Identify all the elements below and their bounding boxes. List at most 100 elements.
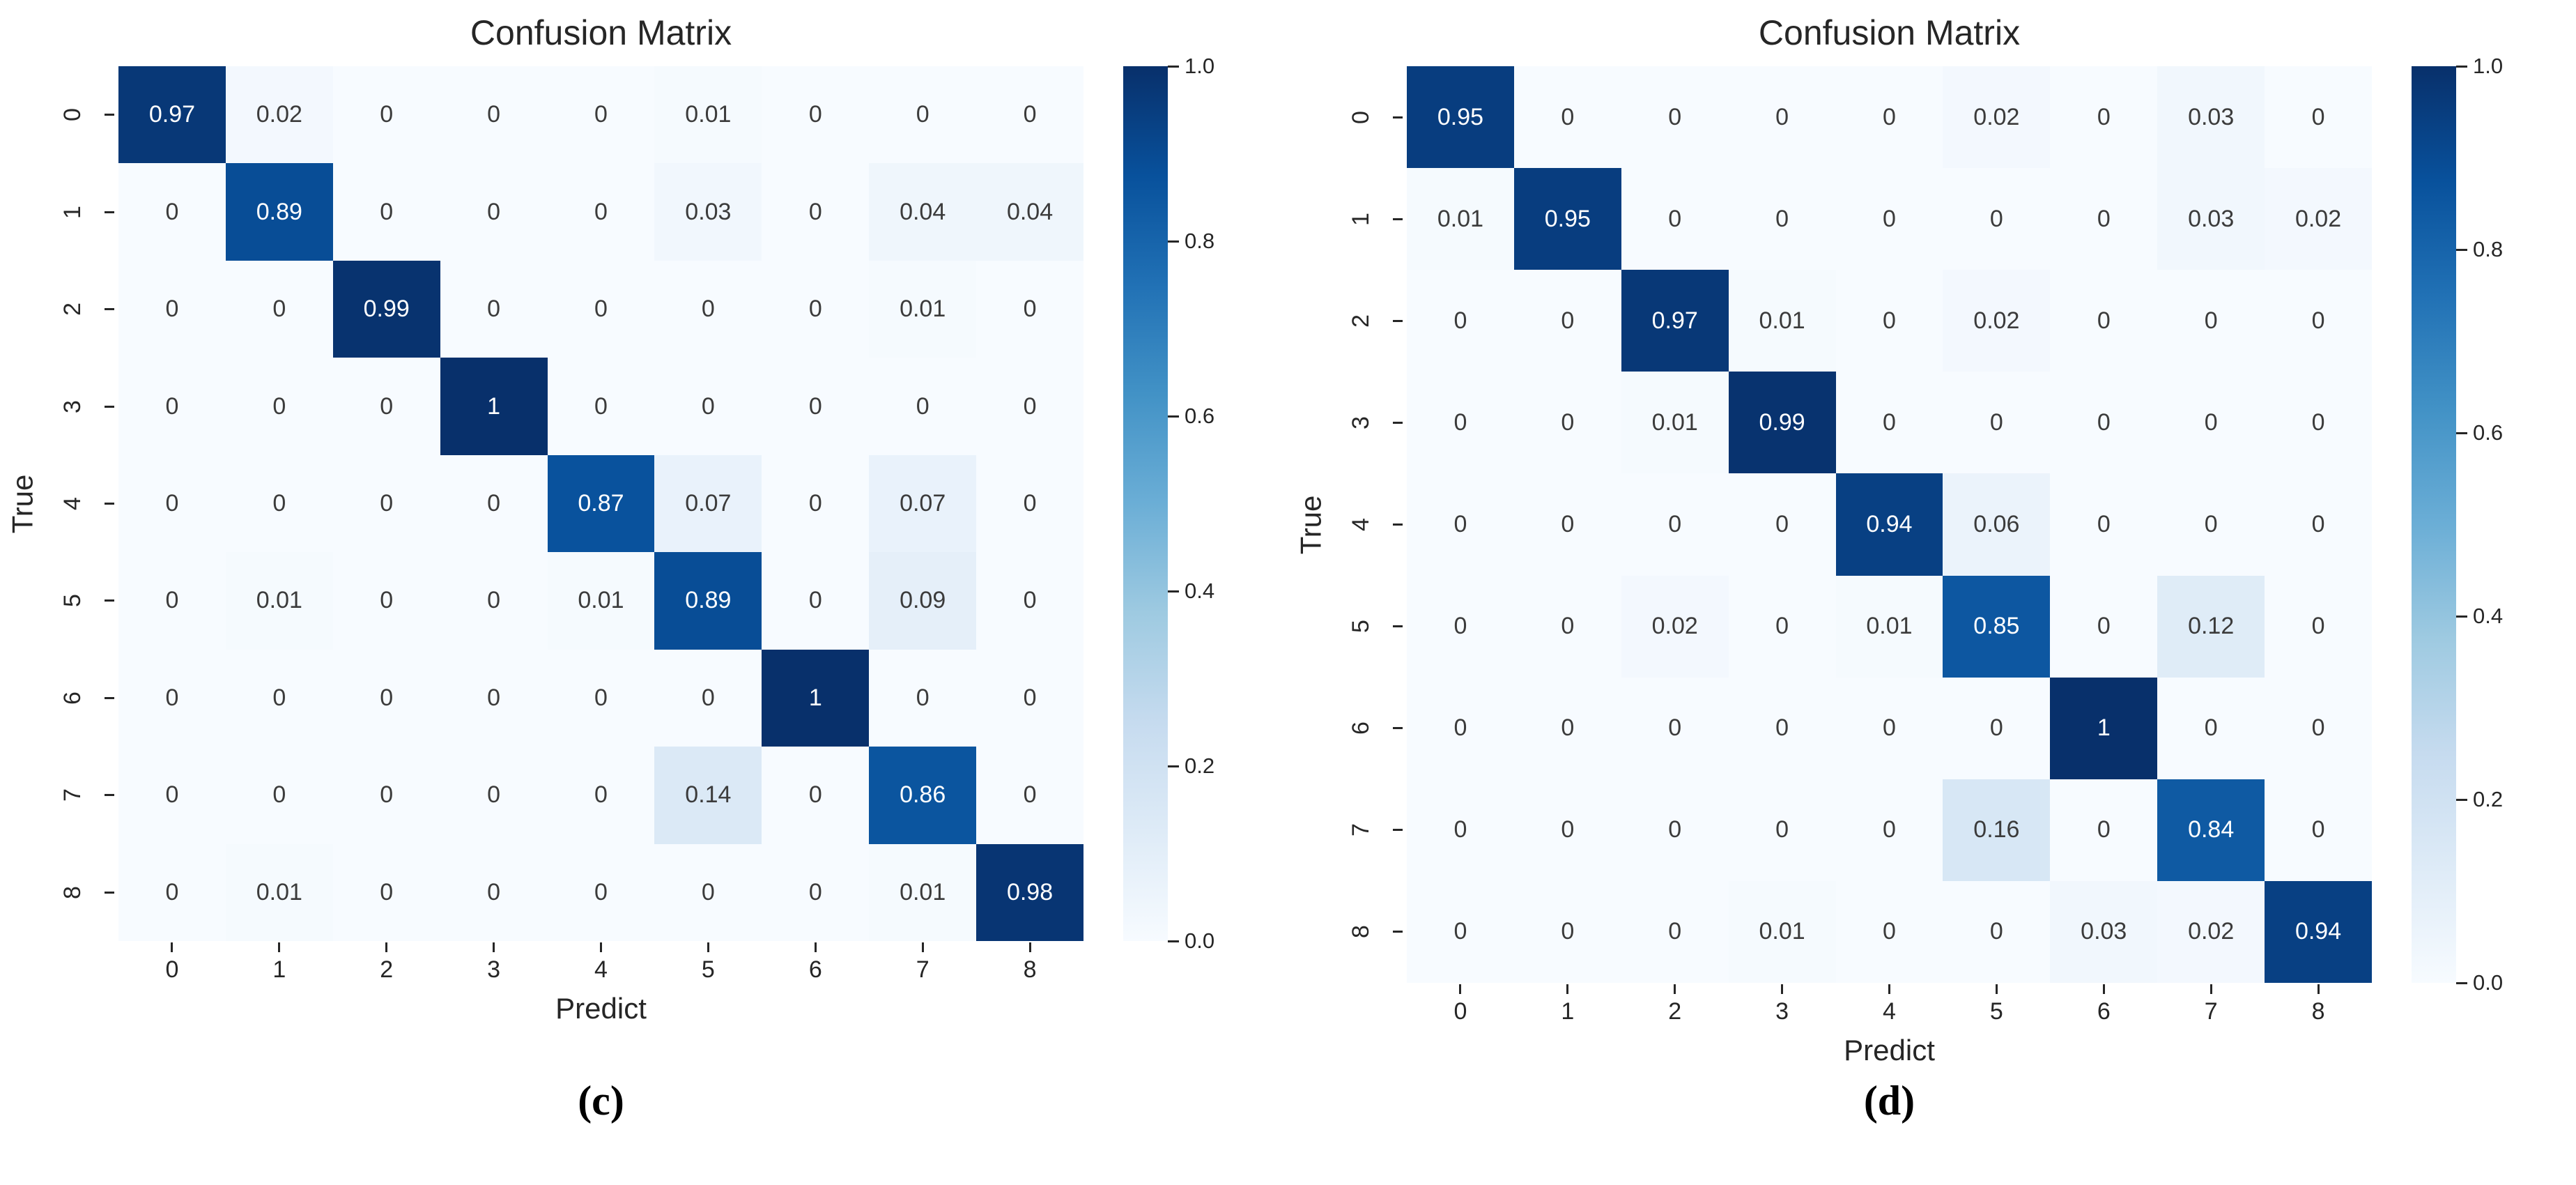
heatmap-cell: 0.89 bbox=[654, 552, 762, 650]
heatmap-cell: 0 bbox=[118, 454, 226, 553]
colorbar-tick-label: 0.8 bbox=[1185, 229, 1215, 253]
y-axis-label-box: True bbox=[1288, 66, 1333, 983]
x-tick-labels: 0 1 2 3 4 5 6 7 8 bbox=[1407, 998, 2372, 1025]
y-tick-mark bbox=[1393, 217, 1403, 220]
x-tick-mark bbox=[1781, 984, 1784, 994]
y-tick-mark bbox=[1393, 829, 1403, 832]
heatmap-cell: 0 bbox=[2265, 779, 2372, 881]
y-axis-label: True bbox=[6, 474, 38, 533]
heatmap-cell: 0.07 bbox=[869, 454, 977, 553]
heatmap-cell: 0 bbox=[1728, 168, 1836, 270]
heatmap-cell: 0 bbox=[547, 66, 655, 164]
x-tick-label: 4 bbox=[594, 956, 608, 983]
heatmap-cell: 0.01 bbox=[547, 552, 655, 650]
x-tick-label: 5 bbox=[701, 956, 715, 983]
y-tick-mark bbox=[105, 696, 114, 699]
heatmap-cell: 0.02 bbox=[2157, 880, 2265, 983]
y-tick-mark bbox=[1393, 116, 1403, 118]
colorbar-ticks: 1.0 0.8 0.6 0.4 0.2 0.0 bbox=[2456, 54, 2561, 995]
y-tick-labels: 0 1 2 3 4 5 6 7 8 bbox=[1333, 66, 1389, 983]
y-tick-label: 1 bbox=[59, 205, 86, 219]
heatmap-cell: 0 bbox=[1728, 66, 1836, 169]
heatmap-grid: 0.97 0.02 0 0 0 0.01 0 0 0 0 0.89 0 0 0 0.03 0 0.04 0.04 0… bbox=[118, 66, 1083, 941]
heatmap-cell: 0 bbox=[440, 552, 548, 650]
heatmap-cell: 0 bbox=[1513, 372, 1621, 474]
heatmap-cell: 0 bbox=[440, 454, 548, 553]
y-tick-label: 0 bbox=[1347, 110, 1374, 124]
heatmap-cell: 0 bbox=[976, 454, 1083, 553]
y-axis-label: True bbox=[1294, 495, 1327, 554]
y-tick-label: 5 bbox=[59, 594, 86, 608]
heatmap-cell: 0 bbox=[118, 843, 226, 941]
heatmap-cell: 0.03 bbox=[654, 163, 762, 261]
x-tick-mark bbox=[921, 942, 924, 952]
x-axis-label: Predict bbox=[1844, 1034, 1935, 1066]
heatmap-cell: 0 bbox=[547, 358, 655, 455]
heatmap-cell: 0.97 bbox=[118, 66, 226, 164]
colorbar bbox=[2412, 66, 2456, 983]
heatmap-cell: 0 bbox=[2050, 66, 2158, 169]
heatmap-cell: 0 bbox=[2265, 473, 2372, 576]
heatmap-cell: 0 bbox=[2265, 677, 2372, 779]
x-tick-mark bbox=[1888, 984, 1890, 994]
y-tick-label: 3 bbox=[1347, 415, 1374, 429]
y-tick-label: 6 bbox=[59, 691, 86, 705]
heatmap-cell: 0 bbox=[1943, 880, 2051, 983]
heatmap-cell: 0 bbox=[118, 163, 226, 261]
x-tick-label: 6 bbox=[2097, 998, 2111, 1025]
heatmap-cell: 0 bbox=[332, 454, 440, 553]
y-tick-mark bbox=[1393, 625, 1403, 628]
heatmap-cell: 0.16 bbox=[1943, 779, 2051, 881]
heatmap-cell: 0.03 bbox=[2157, 66, 2265, 169]
x-tick-label: 7 bbox=[2204, 998, 2218, 1025]
heatmap-cell: 0 bbox=[1621, 779, 1729, 881]
panel-caption: (d) bbox=[1863, 1078, 1915, 1124]
heatmap-cell: 0 bbox=[654, 649, 762, 747]
heatmap-cell: 0 bbox=[1621, 473, 1729, 576]
x-tick-mark bbox=[2209, 984, 2212, 994]
x-tick-mark bbox=[171, 942, 173, 952]
heatmap-cell: 0.99 bbox=[1728, 372, 1836, 474]
heatmap-cell: 0 bbox=[1621, 66, 1729, 169]
y-tick-mark bbox=[1393, 727, 1403, 730]
heatmap-cell: 0.01 bbox=[869, 843, 977, 941]
heatmap-cell: 0.01 bbox=[1835, 575, 1943, 678]
heatmap-cell: 0.01 bbox=[1407, 168, 1514, 270]
heatmap-cell: 0 bbox=[547, 843, 655, 941]
heatmap-cell: 0 bbox=[976, 649, 1083, 747]
x-tick-label: 1 bbox=[1561, 998, 1575, 1025]
heatmap-cell: 0.94 bbox=[1835, 473, 1943, 576]
colorbar-tick-mark bbox=[1168, 415, 1179, 418]
x-tick-marks bbox=[1407, 984, 2372, 995]
heatmap-cell: 0 bbox=[440, 66, 548, 164]
y-tick-label: 8 bbox=[59, 885, 86, 899]
heatmap-cell: 0.95 bbox=[1513, 168, 1621, 270]
y-tick-label: 5 bbox=[1347, 620, 1374, 634]
heatmap-cell: 0 bbox=[440, 163, 548, 261]
colorbar-tick-mark bbox=[2456, 431, 2467, 434]
y-tick-mark bbox=[1393, 421, 1403, 424]
x-tick-mark bbox=[2317, 984, 2320, 994]
heatmap-cell: 0 bbox=[547, 747, 655, 844]
y-tick-marks bbox=[1389, 66, 1407, 983]
colorbar-tick-label: 0.2 bbox=[2473, 787, 2504, 811]
heatmap-cell: 0 bbox=[547, 260, 655, 358]
colorbar-tick-label: 1.0 bbox=[1185, 54, 1215, 78]
heatmap-cell: 0 bbox=[2050, 575, 2158, 678]
heatmap-cell: 0 bbox=[440, 260, 548, 358]
heatmap-cell: 0 bbox=[1407, 880, 1514, 983]
x-tick-mark bbox=[707, 942, 709, 952]
y-tick-labels: 0 1 2 3 4 5 6 7 8 bbox=[45, 66, 100, 941]
colorbar-tick-label: 1.0 bbox=[2473, 54, 2504, 78]
heatmap-cell: 0 bbox=[2157, 270, 2265, 372]
heatmap-cell: 0 bbox=[547, 649, 655, 747]
x-tick-label: 0 bbox=[1453, 998, 1467, 1025]
y-tick-label: 0 bbox=[59, 108, 86, 122]
heatmap-cell: 0 bbox=[1513, 779, 1621, 881]
x-tick-mark bbox=[1674, 984, 1676, 994]
heatmap-cell: 0.84 bbox=[2157, 779, 2265, 881]
heatmap-cell: 0 bbox=[1621, 677, 1729, 779]
colorbar-tick-label: 0.0 bbox=[2473, 970, 2504, 995]
y-tick-label: 7 bbox=[1347, 823, 1374, 837]
